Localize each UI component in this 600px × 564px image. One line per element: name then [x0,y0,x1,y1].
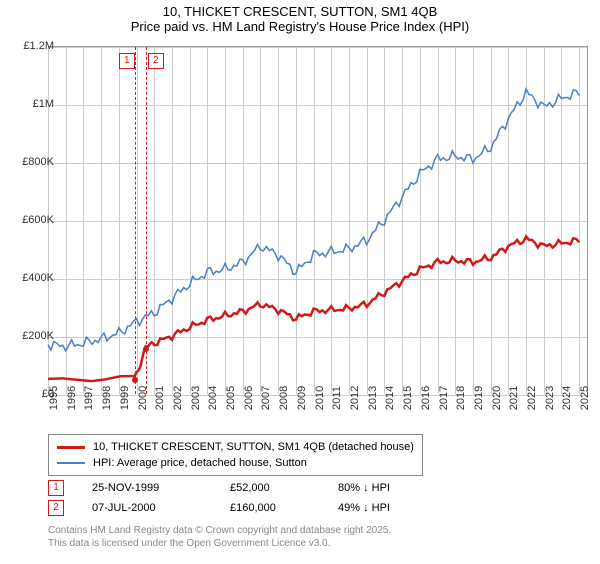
event-table: 1 25-NOV-1999 £52,000 80% ↓ HPI 2 07-JUL-2000… [48,478,390,518]
event-marker-icon: 1 [48,480,64,496]
x-axis-label: 2009 [296,386,308,410]
event-date: 07-JUL-2000 [92,502,202,514]
x-axis-label: 1996 [66,386,78,410]
x-axis-label: 1999 [119,386,131,410]
event-price: £52,000 [230,482,310,494]
y-axis-label: £1.2M [23,40,54,52]
y-axis-label: £800K [22,156,54,168]
legend-item: 10, THICKET CRESCENT, SUTTON, SM1 4QB (d… [57,439,414,455]
event-price: £160,000 [230,502,310,514]
x-axis-label: 2023 [544,386,556,410]
x-axis-label: 2001 [154,386,166,410]
event-marker-icon: 2 [48,500,64,516]
x-axis-label: 2004 [207,386,219,410]
x-axis-label: 2000 [137,386,149,410]
y-axis-label: £1M [33,98,54,110]
series-price_paid [48,237,579,382]
chart-legend: 10, THICKET CRESCENT, SUTTON, SM1 4QB (d… [48,434,423,476]
x-axis-label: 2007 [260,386,272,410]
footer-line-1: Contains HM Land Registry data © Crown c… [48,524,391,537]
x-axis-label: 2005 [225,386,237,410]
event-row: 1 25-NOV-1999 £52,000 80% ↓ HPI [48,478,390,498]
x-axis-label: 1995 [48,386,60,410]
x-axis-label: 2017 [438,386,450,410]
chart-subtitle: Price paid vs. HM Land Registry's House … [0,19,600,34]
event-pct: 80% ↓ HPI [338,482,390,494]
x-axis-label: 2019 [473,386,485,410]
x-axis-label: 2015 [402,386,414,410]
footer-attribution: Contains HM Land Registry data © Crown c… [48,524,391,550]
x-axis-label: 2012 [349,386,361,410]
x-axis-label: 2014 [384,386,396,410]
footer-line-2: This data is licensed under the Open Gov… [48,537,391,550]
x-axis-label: 2008 [278,386,290,410]
legend-label: HPI: Average price, detached house, Sutt… [93,457,307,469]
x-axis-label: 1998 [101,386,113,410]
x-axis-label: 2016 [420,386,432,410]
x-axis-label: 1997 [83,386,95,410]
event-pct: 49% ↓ HPI [338,502,390,514]
x-axis-label: 2003 [190,386,202,410]
chart-plot-area: 12 [48,46,588,394]
x-axis-label: 2002 [172,386,184,410]
x-axis-label: 2022 [526,386,538,410]
y-axis-label: £400K [22,272,54,284]
x-axis-label: 2020 [491,386,503,410]
event-date: 25-NOV-1999 [92,482,202,494]
x-axis-label: 2021 [508,386,520,410]
x-axis-label: 2013 [367,386,379,410]
legend-item: HPI: Average price, detached house, Sutt… [57,455,414,471]
x-axis-label: 2011 [331,386,343,410]
x-axis-label: 2006 [243,386,255,410]
x-axis-label: 2024 [561,386,573,410]
legend-label: 10, THICKET CRESCENT, SUTTON, SM1 4QB (d… [93,441,414,453]
chart-title: 10, THICKET CRESCENT, SUTTON, SM1 4QB [0,4,600,19]
x-axis-label: 2025 [579,386,591,410]
y-axis-label: £600K [22,214,54,226]
event-row: 2 07-JUL-2000 £160,000 49% ↓ HPI [48,498,390,518]
y-axis-label: £200K [22,330,54,342]
x-axis-label: 2018 [455,386,467,410]
x-axis-label: 2010 [314,386,326,410]
